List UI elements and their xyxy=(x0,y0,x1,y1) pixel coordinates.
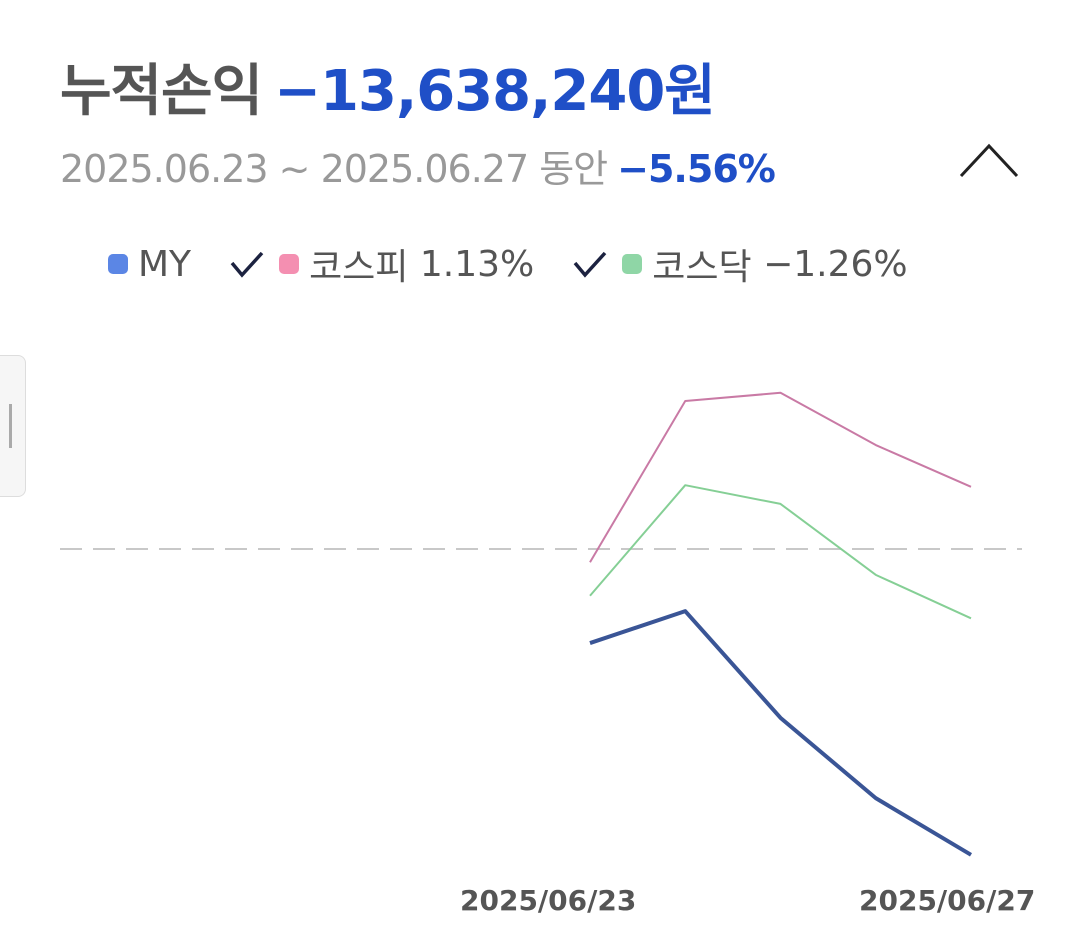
legend-value-kospi: 1.13% xyxy=(419,243,535,285)
check-icon[interactable] xyxy=(572,249,608,279)
title-label: 누적손익 xyxy=(60,59,263,124)
side-drag-handle[interactable] xyxy=(0,355,26,497)
chevron-up-icon[interactable] xyxy=(958,140,1020,180)
legend-label-my[interactable]: MY xyxy=(138,243,192,285)
series-line-kospi xyxy=(589,391,972,563)
handle-grip xyxy=(9,404,12,448)
chart-legend: MY 코스피 1.13% 코스닥 −1.26% xyxy=(108,238,908,290)
legend-value-kosdaq: −1.26% xyxy=(763,243,908,285)
period-summary: 2025.06.23 ~ 2025.06.27 동안 −5.56% xyxy=(60,138,776,193)
legend-swatch-kosdaq xyxy=(622,254,643,274)
legend-swatch-my xyxy=(108,254,128,274)
x-tick-label: 2025/06/23 xyxy=(460,884,637,917)
check-icon[interactable] xyxy=(229,249,265,279)
x-tick-label: 2025/06/27 xyxy=(859,884,1036,917)
legend-label-kosdaq[interactable]: 코스닥 xyxy=(652,247,752,288)
legend-swatch-kospi xyxy=(279,254,300,274)
series-line-my xyxy=(589,609,973,857)
series-line-kosdaq xyxy=(589,484,972,620)
period-range: 2025.06.23 ~ 2025.06.27 동안 xyxy=(60,147,608,191)
cumulative-pnl-amount: −13,638,240원 xyxy=(274,59,716,124)
period-return: −5.56% xyxy=(617,147,776,191)
page-title: 누적손익 −13,638,240원 xyxy=(60,46,716,127)
legend-label-kospi[interactable]: 코스피 xyxy=(309,247,409,288)
